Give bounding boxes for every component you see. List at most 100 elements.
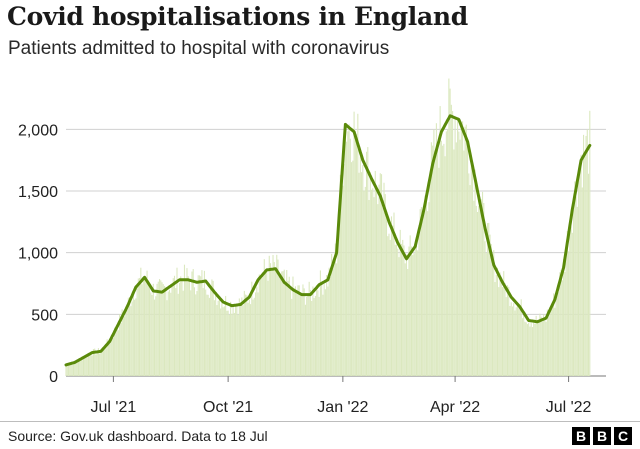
daily-bar [380, 174, 383, 376]
daily-bar [241, 297, 243, 376]
daily-bar [524, 321, 526, 376]
daily-bar [409, 235, 411, 376]
daily-bar [581, 187, 583, 376]
daily-bar [515, 307, 517, 376]
daily-bar [561, 280, 563, 376]
daily-bar [343, 163, 345, 376]
daily-bar [206, 294, 208, 376]
daily-bar [228, 314, 230, 376]
daily-bar [175, 288, 177, 376]
daily-bar [221, 303, 223, 376]
daily-bar [96, 352, 98, 376]
daily-bar [483, 202, 485, 376]
daily-bar [584, 156, 586, 376]
daily-bar [203, 270, 205, 376]
daily-bar [545, 321, 547, 376]
daily-bar [506, 285, 509, 376]
daily-bar [284, 281, 287, 376]
daily-bar [289, 288, 292, 376]
x-tick-label: Jul '22 [546, 399, 592, 416]
daily-bar [486, 223, 489, 376]
daily-bar [149, 285, 151, 376]
daily-bar [514, 310, 516, 376]
daily-bar [187, 276, 189, 376]
daily-bar [311, 300, 313, 376]
daily-bar [374, 170, 376, 376]
daily-bar [262, 271, 264, 376]
daily-bar [575, 196, 577, 376]
daily-bar [417, 250, 419, 376]
daily-bar [397, 248, 399, 376]
daily-bar [495, 274, 497, 376]
daily-bar [126, 308, 128, 376]
daily-bar [508, 286, 510, 376]
daily-bar [448, 78, 450, 377]
daily-bar [181, 280, 183, 376]
daily-bar [173, 275, 176, 376]
daily-bar [419, 209, 421, 376]
daily-bar [294, 286, 297, 376]
daily-bar [293, 288, 295, 376]
daily-bar [99, 353, 101, 376]
daily-bar [231, 313, 233, 376]
daily-bar [410, 246, 413, 376]
daily-bar [253, 297, 255, 376]
daily-bar [399, 229, 401, 376]
daily-bar [457, 117, 459, 376]
daily-bar [370, 189, 373, 376]
daily-bar [69, 364, 71, 376]
daily-bar [546, 309, 548, 376]
daily-bar [308, 281, 310, 376]
daily-bar [127, 297, 129, 376]
daily-bar [585, 135, 587, 376]
daily-bar [444, 156, 446, 376]
daily-bar [504, 283, 506, 376]
daily-bar [344, 123, 346, 377]
daily-bar [153, 299, 156, 376]
daily-bar [101, 349, 103, 376]
daily-bar [207, 294, 209, 376]
daily-bar [67, 365, 70, 376]
daily-bar [287, 280, 289, 376]
daily-bar [541, 321, 543, 376]
daily-bar [566, 231, 568, 376]
daily-bar [485, 253, 487, 376]
daily-bar [353, 111, 355, 377]
daily-bar [494, 282, 496, 376]
daily-bar [476, 212, 479, 376]
daily-bar [313, 298, 315, 376]
daily-bar [368, 199, 370, 376]
logo-letter-b2: B [593, 427, 611, 445]
daily-bar [496, 267, 499, 376]
daily-bar [218, 297, 220, 376]
daily-bar [309, 289, 311, 376]
daily-bar [529, 326, 531, 376]
daily-bar [559, 272, 561, 376]
daily-bar [220, 308, 222, 376]
daily-bar [257, 292, 259, 376]
daily-bar [467, 139, 469, 376]
daily-bar [116, 328, 118, 376]
daily-bar [385, 217, 388, 376]
daily-bar [200, 276, 202, 376]
daily-bar [156, 283, 158, 376]
daily-bar [388, 233, 390, 376]
daily-bar [317, 290, 319, 376]
daily-bar [86, 357, 88, 376]
daily-bar [586, 129, 588, 376]
daily-bar [74, 360, 76, 376]
daily-bar [255, 292, 257, 376]
daily-bar [71, 362, 73, 376]
y-tick-label: 1,000 [18, 246, 58, 263]
daily-bar [273, 262, 275, 376]
daily-bar [339, 174, 341, 376]
daily-bar [195, 294, 197, 376]
daily-bar [464, 126, 466, 376]
daily-bar [323, 284, 325, 376]
daily-bar [70, 363, 72, 376]
daily-bar [578, 172, 580, 376]
daily-bar [543, 314, 545, 376]
y-tick-label: 500 [31, 307, 58, 324]
daily-bar [509, 305, 511, 376]
bbc-logo: B B C [572, 427, 632, 445]
